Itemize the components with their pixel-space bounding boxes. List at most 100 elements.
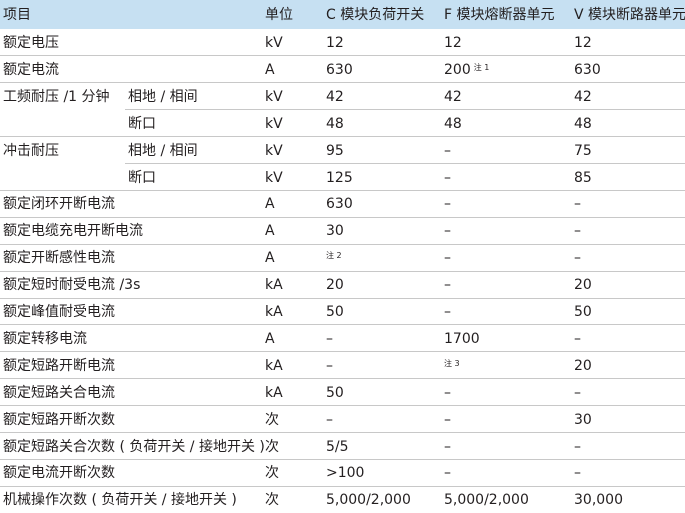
cell-text: – [444,223,451,240]
cell-text: – [444,465,451,482]
cell-text: 次 [265,465,279,482]
cell-text: 相地 / 相间 [128,88,198,105]
sub-cell: 断口 [128,117,156,131]
cell-text: 机械操作次数 ( 负荷开关 / 接地开关 ) [3,492,237,509]
unit-cell: A [265,332,275,346]
unit-cell: kA [265,359,283,373]
cell-text: 断口 [128,169,156,186]
cell-text: 20 [574,357,592,374]
unit-cell: A [265,197,275,211]
f-cell: – [444,440,451,454]
unit-cell: 次 [265,440,279,454]
c-cell: 42 [326,90,344,104]
row-separator [0,82,685,84]
v-cell: 20 [574,278,592,292]
cell-text: kA [265,357,283,374]
v-cell: 50 [574,305,592,319]
cell-text: 额定峰值耐受电流 [3,304,115,320]
item-cell: 额定短路关合电流 [3,386,115,400]
f-cell: – [444,144,451,158]
cell-text: 次 [265,411,279,428]
cell-text: – [444,277,451,294]
item-cell: 额定开断感性电流 [3,251,115,265]
cell-text: 75 [574,142,592,159]
item-cell: 额定转移电流 [3,332,87,346]
cell-text: kA [265,277,283,294]
header-cell: F 模块熔断器单元 [444,7,555,23]
unit-cell: 次 [265,413,279,427]
cell-text: – [574,223,581,240]
row-separator [125,109,685,111]
item-cell: 额定短路关合次数 ( 负荷开关 / 接地开关 ) [3,440,265,454]
cell-text: 5/5 [326,438,349,455]
cell-text: A [265,330,275,347]
cell-text: – [574,250,581,267]
row-separator [0,324,685,326]
unit-cell: kV [265,171,283,185]
f-cell: 48 [444,117,462,131]
cell-text: 48 [574,115,592,132]
f-cell: – [444,171,451,185]
row-separator [125,163,685,164]
cell-text: – [444,411,451,428]
cell-text: 相地 / 相间 [128,142,198,159]
row-separator [0,136,685,138]
v-cell: 30 [574,413,592,427]
f-cell: – [444,197,451,211]
item-cell: 额定峰值耐受电流 [3,305,115,319]
cell-text: 额定短时耐受电流 /3s [3,277,141,294]
row-separator [0,189,685,191]
v-cell: – [574,386,581,400]
c-cell: 48 [326,117,344,131]
cell-text: – [444,250,451,267]
row-separator [0,378,685,380]
v-cell: 630 [574,63,601,77]
cell-text: kA [265,384,283,401]
cell-text: – [326,411,333,428]
cell-text: 额定转移电流 [3,330,87,347]
cell-text: 额定短路关合电流 [3,384,115,401]
cell-text: 额定电压 [3,35,59,51]
cell-text: 50 [574,304,592,320]
row-separator [0,458,685,460]
cell-text: >100 [326,465,365,482]
cell-text: 85 [574,169,592,186]
c-cell: – [326,332,333,346]
header-cell: V 模块断路器单元 [574,7,685,23]
cell-text: – [574,196,581,213]
f-cell: 注 3 [444,359,460,373]
cell-text: 1700 [444,330,480,347]
cell-text: 48 [326,115,344,132]
c-cell: – [326,413,333,427]
item-cell: 额定电流 [3,63,59,77]
row-separator [0,270,685,272]
v-cell: – [574,440,581,454]
unit-cell: kA [265,278,283,292]
sub-cell: 相地 / 相间 [128,90,198,104]
f-cell: – [444,278,451,292]
unit-cell: kV [265,117,283,131]
cell-text: A [265,61,275,78]
cell-text: 50 [326,304,344,320]
cell-text: 额定电流 [3,61,59,78]
cell-text: A [265,196,275,213]
cell-text: 125 [326,169,353,186]
v-cell: 30,000 [574,493,623,507]
row-separator [0,297,685,299]
f-cell: – [444,251,451,265]
f-cell: – [444,386,451,400]
cell-text: 630 [326,196,353,213]
v-cell: 85 [574,171,592,185]
unit-cell: A [265,224,275,238]
c-cell: 5,000/2,000 [326,493,411,507]
v-cell: 20 [574,359,592,373]
cell-text: A [265,250,275,267]
item-cell: 工频耐压 /1 分钟 [3,90,110,104]
cell-text: 30,000 [574,492,623,509]
row-separator [0,432,685,433]
c-cell: – [326,359,333,373]
cell-text: A [265,223,275,240]
header-row [0,0,685,29]
cell-text: 30 [326,223,344,240]
cell-text: 12 [444,35,462,51]
